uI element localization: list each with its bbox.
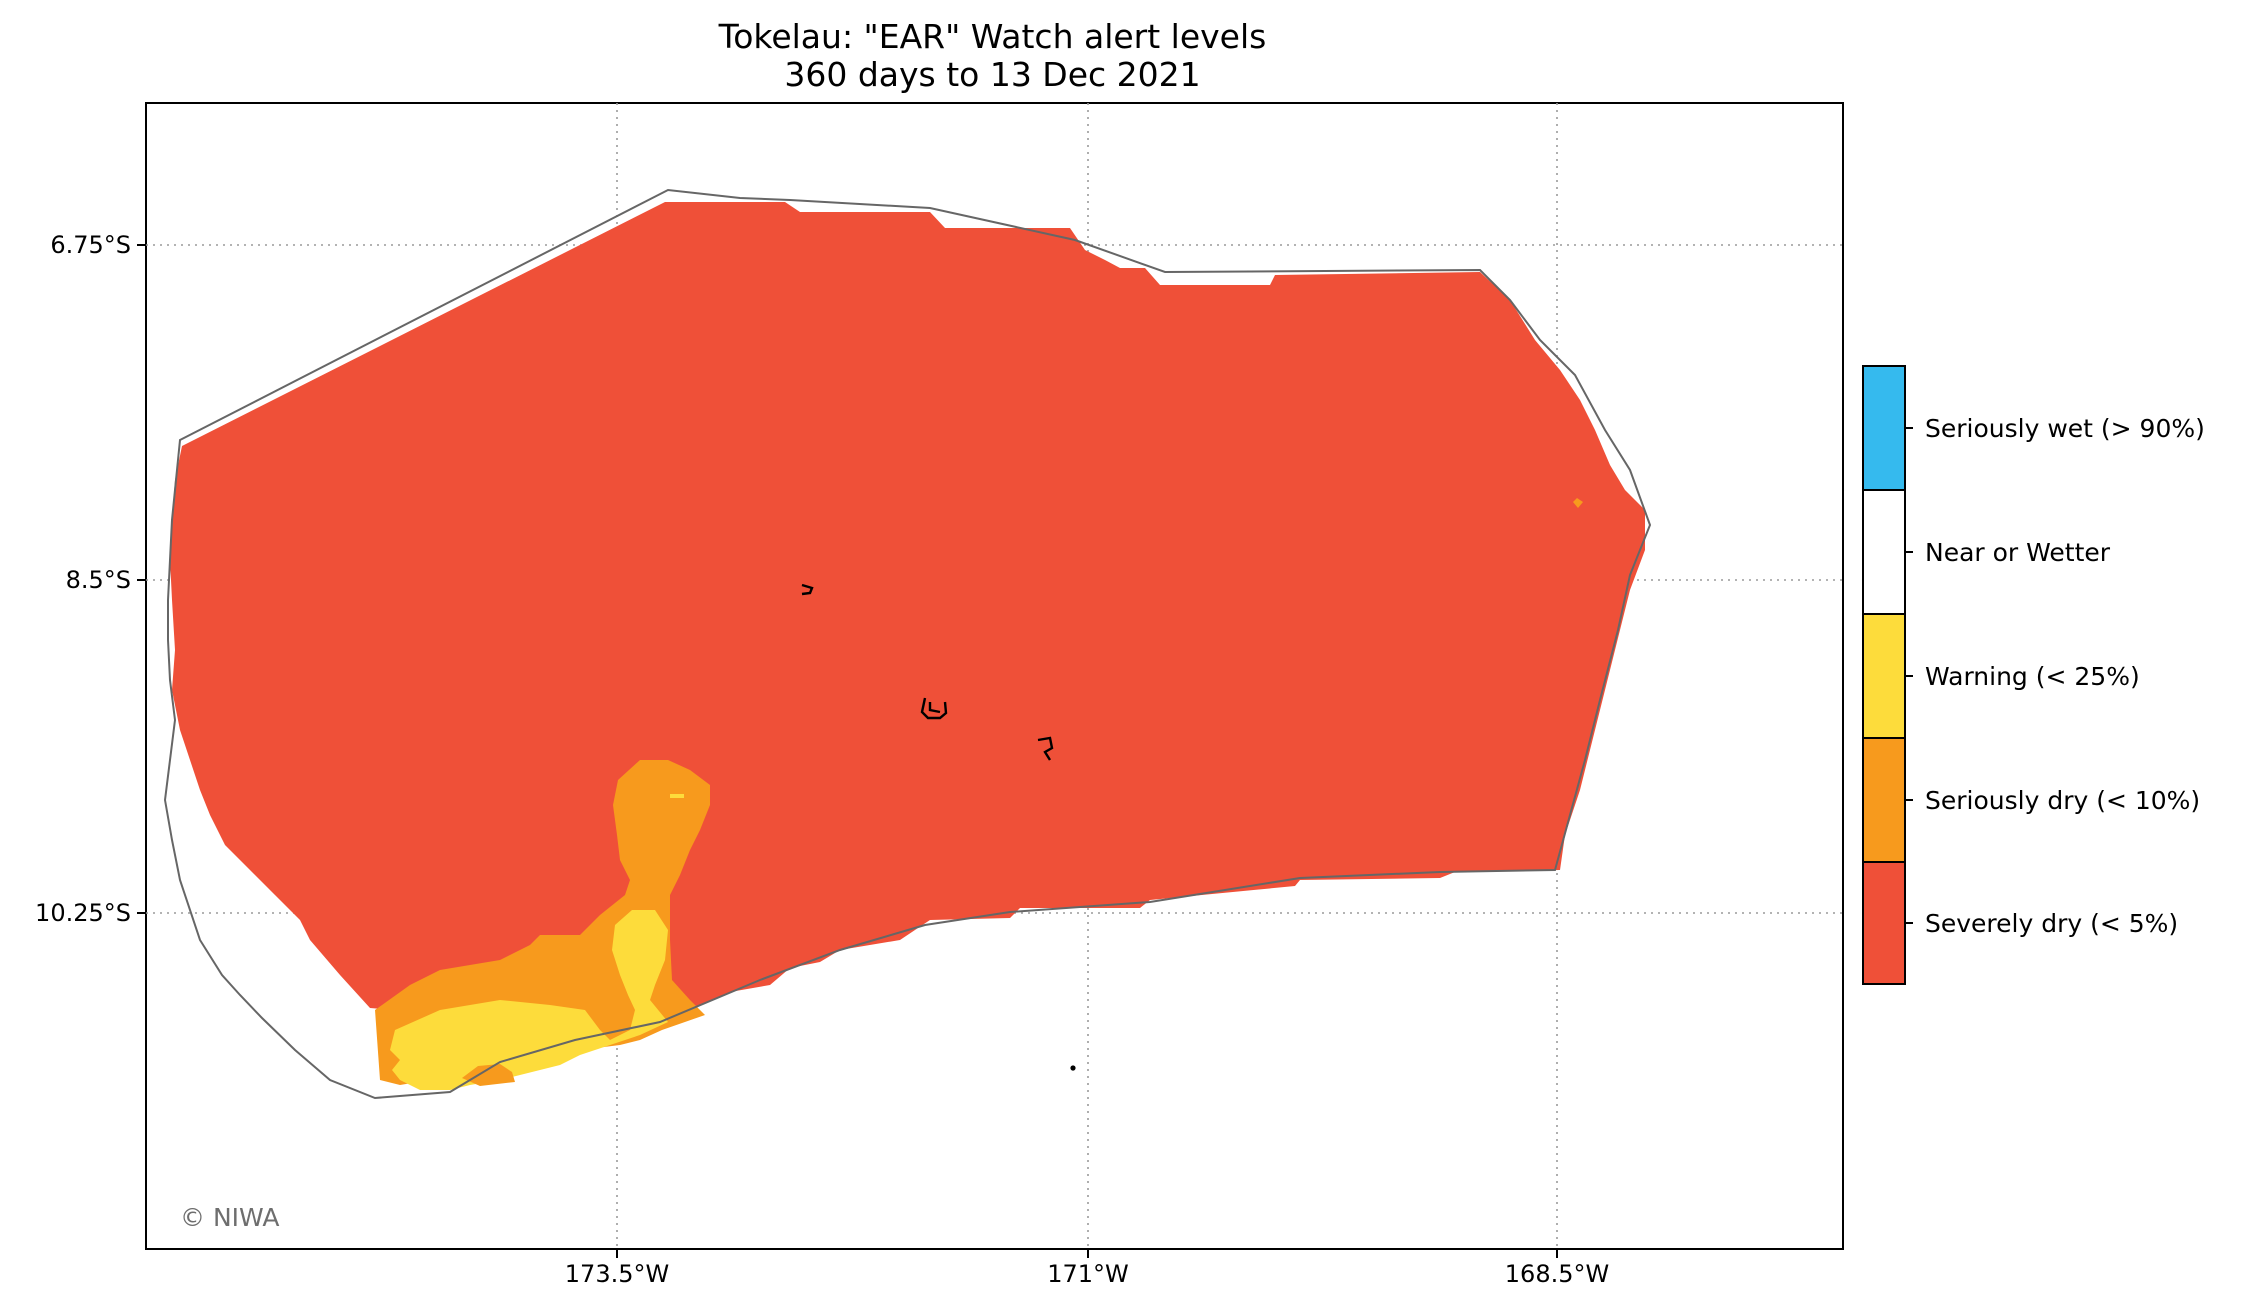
atoll-outline xyxy=(801,583,814,596)
warning-spot xyxy=(670,794,684,798)
x-tick-label: 173.5°W xyxy=(564,1260,670,1288)
warning-region xyxy=(390,910,668,1090)
atoll-outline xyxy=(1037,736,1054,761)
x-tick-label: 168.5°W xyxy=(1504,1260,1610,1288)
y-tick-label: 6.75°S xyxy=(50,231,131,259)
severely-dry-region xyxy=(170,202,1645,1035)
colorbar-swatch-near-or-wetter xyxy=(1863,490,1905,614)
x-tick-label: 171°W xyxy=(1047,1260,1129,1288)
credit-text: © NIWA xyxy=(180,1203,280,1232)
y-tick-marks xyxy=(137,244,146,914)
island-dot xyxy=(1070,1065,1076,1071)
territory-boundary xyxy=(163,188,1652,1100)
colorbar-swatch-severely-dry xyxy=(1863,862,1905,984)
legend-label-near-or-wetter: Near or Wetter xyxy=(1925,538,2111,567)
y-tick-label: 10.25°S xyxy=(35,899,131,927)
map-title: Tokelau: "EAR" Watch alert levels xyxy=(718,17,1267,56)
legend-label-warning: Warning (< 25%) xyxy=(1925,662,2140,691)
y-tick-label: 8.5°S xyxy=(65,566,131,594)
legend-label-seriously-wet: Seriously wet (> 90%) xyxy=(1925,414,2205,443)
map-subtitle: 360 days to 13 Dec 2021 xyxy=(784,55,1201,94)
colorbar xyxy=(1862,365,1913,985)
atoll-outline xyxy=(920,697,948,720)
seriously-dry-spot xyxy=(1573,498,1583,508)
seriously-dry-patch xyxy=(462,1064,515,1086)
colorbar-swatch-seriously-dry xyxy=(1863,738,1905,862)
legend-label-severely-dry: Severely dry (< 5%) xyxy=(1925,909,2179,938)
legend-label-seriously-dry: Seriously dry (< 10%) xyxy=(1925,786,2201,815)
x-tick-marks xyxy=(616,1249,1558,1258)
colorbar-swatch-warning xyxy=(1863,614,1905,738)
seriously-dry-region xyxy=(375,760,710,1085)
colorbar-swatch-seriously-wet xyxy=(1863,366,1905,490)
